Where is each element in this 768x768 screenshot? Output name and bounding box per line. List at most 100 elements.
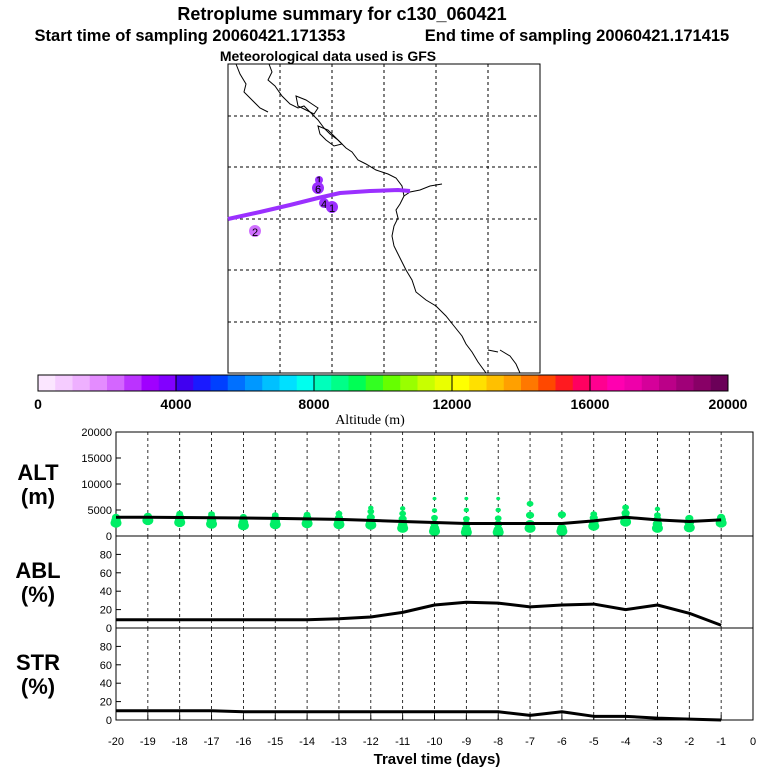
- altitude-scatter-point: [557, 524, 567, 533]
- altitude-colorbar: 0 4000 8000 12000 16000 20000 Altitude (m): [34, 374, 748, 428]
- colorbar-tick-label: 4000: [160, 396, 191, 412]
- colorbar-cell: [38, 375, 56, 391]
- altitude-scatter-point: [367, 508, 375, 515]
- trajectory-marker: [249, 225, 261, 237]
- colorbar-tick-label: 8000: [298, 396, 329, 412]
- y-tick-label: 40: [100, 678, 112, 690]
- series-line-str: [116, 709, 722, 722]
- x-tick-label: -20: [108, 736, 124, 748]
- x-tick-label: -13: [331, 736, 347, 748]
- altitude-scatter-point: [303, 511, 311, 518]
- x-tick-label: -9: [461, 736, 471, 748]
- series-line-alt: [116, 515, 722, 526]
- altitude-scatter-point: [335, 510, 343, 517]
- colorbar-cell: [486, 375, 505, 391]
- altitude-scatter-point: [462, 515, 470, 522]
- colorbar-cell: [659, 375, 677, 391]
- colorbar-cell: [572, 375, 591, 391]
- colorbar-cell: [607, 375, 625, 391]
- altitude-scatter-point: [654, 512, 661, 519]
- y-tick-label: 20000: [81, 427, 112, 439]
- colorbar-cell: [676, 375, 694, 391]
- colorbar-cell: [641, 375, 660, 391]
- colorbar-cell: [193, 375, 211, 391]
- end-time-text: End time of sampling 20060421.171415: [425, 27, 730, 45]
- x-tick-label: -3: [653, 736, 663, 748]
- colorbar-cell: [434, 375, 453, 391]
- colorbar-tick-label: 12000: [433, 396, 472, 412]
- x-tick-label: -6: [557, 736, 567, 748]
- colorbar-cell: [89, 375, 108, 391]
- altitude-scatter-point: [590, 511, 598, 518]
- altitude-scatter-point: [368, 505, 374, 511]
- colorbar-cell: [365, 375, 384, 391]
- colorbar-cell: [521, 375, 539, 391]
- altitude-scatter-point: [622, 504, 629, 511]
- colorbar-cell: [210, 375, 229, 391]
- x-tick-label: -17: [204, 736, 220, 748]
- trajectory-marker: [312, 182, 324, 194]
- y-tick-label: 80: [100, 549, 112, 561]
- y-tick-label: 0: [106, 531, 112, 543]
- colorbar-tick-label: 0: [34, 396, 42, 412]
- colorbar-cell: [693, 375, 712, 391]
- y-tick-label: 40: [100, 586, 112, 598]
- colorbar-cell: [503, 375, 522, 391]
- colorbar-cell: [107, 375, 125, 391]
- colorbar-tick-label: 16000: [571, 396, 610, 412]
- x-tick-label: -14: [299, 736, 315, 748]
- x-axis: -20 -19 -18 -17 -16 -15 -14 -13 -12 -11 -10 -9 -8 -7-…: [108, 715, 756, 748]
- colorbar-cell: [452, 375, 470, 391]
- altitude-scatter-point: [493, 525, 504, 534]
- altitude-scatter-point: [495, 507, 501, 513]
- y-tick-label: 0: [106, 623, 112, 635]
- colorbar-cell: [141, 375, 160, 391]
- panel-label: ALT: [17, 460, 59, 485]
- altitude-scatter-point: [526, 500, 534, 507]
- colorbar-cell: [555, 375, 574, 391]
- x-tick-label: -12: [363, 736, 379, 748]
- map-gridlines: [228, 64, 540, 373]
- colorbar-cell: [383, 375, 401, 391]
- altitude-scatter-point: [399, 506, 406, 511]
- panel-label: ABL: [15, 558, 60, 583]
- colorbar-cell: [245, 375, 263, 391]
- panel-str: 0 20 40 60 80 STR(%): [16, 627, 754, 727]
- colorbar-cell: [55, 375, 73, 391]
- altitude-scatter-point: [654, 506, 661, 512]
- altitude-scatter-point: [525, 511, 535, 519]
- altitude-scatter-point: [397, 521, 408, 530]
- colorbar-cell: [348, 375, 367, 391]
- colorbar-cell: [227, 375, 246, 391]
- altitude-scatter-point: [431, 514, 438, 521]
- y-tick-label: 20: [100, 697, 112, 709]
- colorbar-frame: [37, 374, 729, 392]
- start-time-text: Start time of sampling 20060421.171353: [35, 27, 346, 45]
- colorbar-cell: [279, 375, 298, 391]
- colorbar-cell: [400, 375, 418, 391]
- colorbar-cell: [331, 375, 349, 391]
- marker-label: 4: [321, 199, 327, 211]
- y-tick-label: 60: [100, 660, 112, 672]
- colorbar-cell: [158, 375, 177, 391]
- altitude-scatter-point: [621, 509, 630, 517]
- colorbar-cell: [176, 375, 194, 391]
- altitude-scatter-point: [461, 525, 472, 534]
- x-tick-label: -18: [172, 736, 188, 748]
- marker-label: 1: [329, 203, 335, 215]
- panel-unit-label: (%): [21, 582, 55, 607]
- colorbar-cell: [296, 375, 315, 391]
- y-tick-label: 60: [100, 568, 112, 580]
- colorbar-label: Altitude (m): [335, 413, 405, 428]
- altitude-scatter-point: [208, 511, 215, 518]
- altitude-scatter-point: [496, 496, 501, 501]
- x-tick-label: -19: [140, 736, 156, 748]
- met-data-text: Meteorological data used is GFS: [220, 48, 436, 64]
- y-tick-label: 10000: [81, 479, 112, 491]
- colorbar-cell: [590, 375, 608, 391]
- x-tick-label: -5: [589, 736, 599, 748]
- y-tick-label: 80: [100, 641, 112, 653]
- colorbar-cell: [624, 375, 643, 391]
- colorbar-cell: [314, 375, 332, 391]
